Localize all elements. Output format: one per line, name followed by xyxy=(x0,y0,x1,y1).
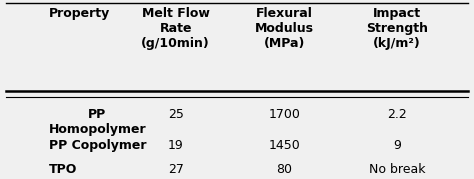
Text: 1450: 1450 xyxy=(268,139,300,152)
Text: 25: 25 xyxy=(168,108,184,121)
Text: 27: 27 xyxy=(168,163,184,176)
Text: Melt Flow
Rate
(g/10min): Melt Flow Rate (g/10min) xyxy=(141,7,210,50)
Text: 9: 9 xyxy=(393,139,401,152)
Text: Property: Property xyxy=(48,7,110,20)
Text: 1700: 1700 xyxy=(268,108,300,121)
Text: 2.2: 2.2 xyxy=(387,108,407,121)
Text: Flexural
Modulus
(MPa): Flexural Modulus (MPa) xyxy=(255,7,314,50)
Text: PP
Homopolymer: PP Homopolymer xyxy=(48,108,146,136)
Text: 80: 80 xyxy=(276,163,292,176)
Text: 19: 19 xyxy=(168,139,183,152)
Text: Impact
Strength
(kJ/m²): Impact Strength (kJ/m²) xyxy=(366,7,428,50)
Text: PP Copolymer: PP Copolymer xyxy=(48,139,146,152)
Text: No break: No break xyxy=(369,163,426,176)
Text: TPO: TPO xyxy=(48,163,77,176)
